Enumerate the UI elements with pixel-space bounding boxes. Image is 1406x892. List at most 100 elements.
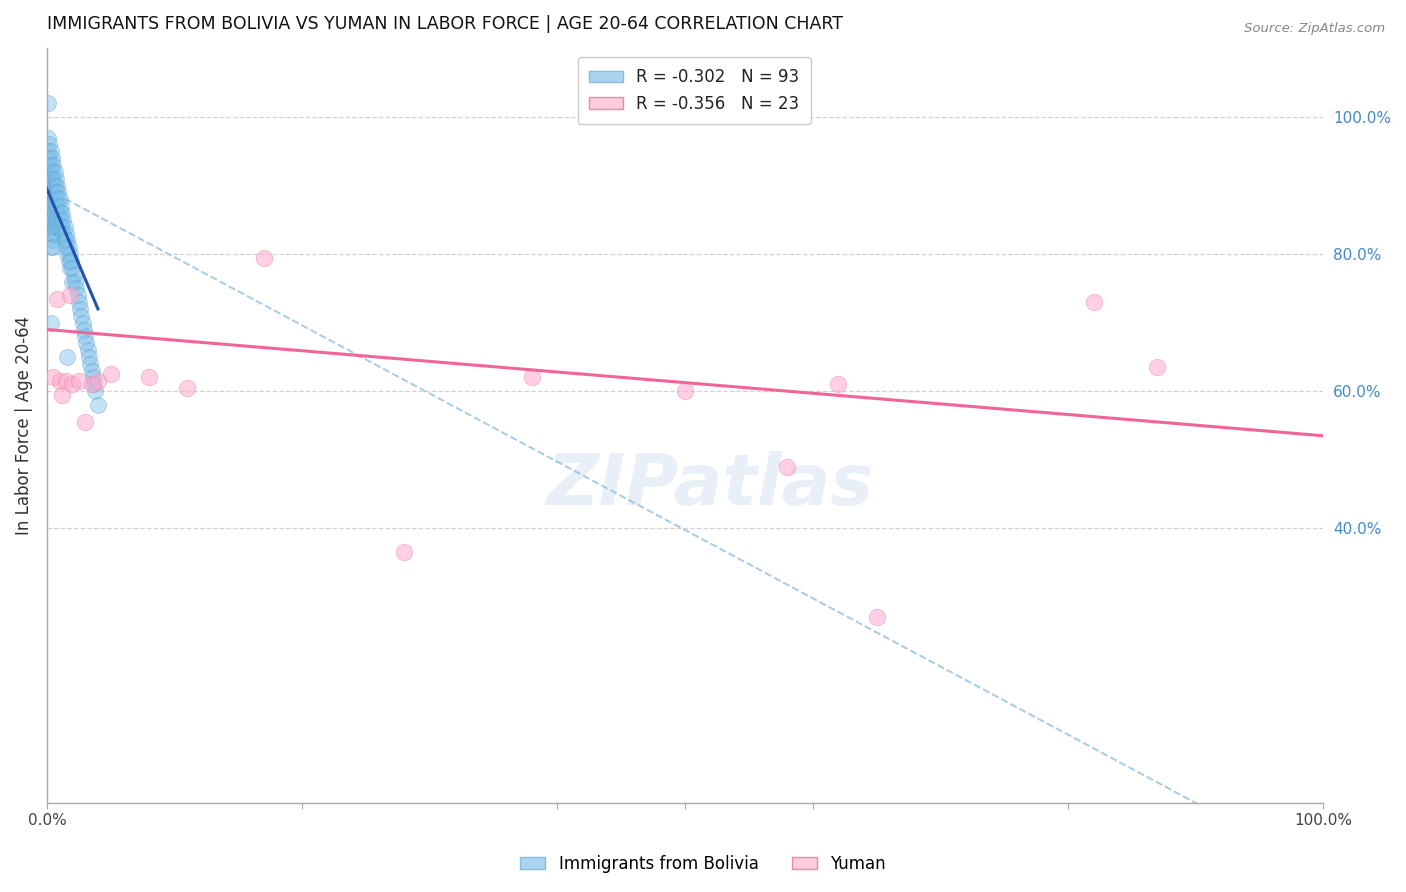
Point [41, 151, 63, 165]
Point [39, 186, 62, 200]
Point [53, 233, 76, 247]
Point [55, 227, 77, 241]
Point [394, 545, 416, 559]
Point [41, 178, 63, 193]
Point [37, 145, 59, 159]
Point [41, 206, 63, 220]
Point [59, 288, 82, 302]
Point [37, 171, 59, 186]
Point [60, 254, 83, 268]
Point [51, 387, 73, 401]
Point [69, 301, 91, 316]
Point [51, 219, 73, 234]
Point [62, 260, 84, 275]
Point [673, 384, 696, 399]
Point [55, 374, 77, 388]
Point [48, 219, 70, 234]
Point [79, 357, 101, 371]
Point [253, 251, 276, 265]
Point [53, 219, 76, 234]
Point [63, 275, 86, 289]
Point [39, 212, 62, 227]
Point [39, 316, 62, 330]
Point [49, 212, 72, 227]
Point [865, 610, 887, 624]
Point [41, 192, 63, 206]
Point [73, 322, 96, 336]
Point [52, 212, 75, 227]
Point [38, 151, 60, 165]
Point [87, 398, 110, 412]
Point [72, 316, 94, 330]
Point [44, 192, 66, 206]
Point [42, 370, 65, 384]
Point [77, 350, 100, 364]
Point [65, 281, 87, 295]
Point [100, 367, 122, 381]
Point [62, 268, 84, 282]
Point [48, 206, 70, 220]
Point [67, 295, 90, 310]
Point [56, 350, 79, 364]
Point [80, 364, 103, 378]
Point [42, 240, 65, 254]
Point [67, 374, 90, 388]
Point [45, 227, 67, 241]
Point [37, 158, 59, 172]
Point [80, 377, 103, 392]
Point [62, 377, 84, 392]
Point [42, 171, 65, 186]
Point [70, 309, 93, 323]
Point [48, 374, 70, 388]
Point [44, 219, 66, 234]
Point [138, 370, 160, 384]
Point [39, 240, 62, 254]
Point [51, 206, 73, 220]
Legend: R = -0.302   N = 93, R = -0.356   N = 23: R = -0.302 N = 93, R = -0.356 N = 23 [578, 57, 811, 125]
Point [44, 165, 66, 179]
Text: ZIPatlas: ZIPatlas [547, 451, 875, 520]
Point [62, 275, 84, 289]
Point [38, 137, 60, 152]
Point [45, 212, 67, 227]
Point [39, 227, 62, 241]
Point [59, 260, 82, 275]
Point [39, 145, 62, 159]
Point [42, 199, 65, 213]
Point [75, 415, 97, 429]
Point [39, 199, 62, 213]
Legend: Immigrants from Bolivia, Yuman: Immigrants from Bolivia, Yuman [513, 848, 893, 880]
Point [41, 165, 63, 179]
Point [37, 130, 59, 145]
Point [520, 370, 543, 384]
Point [87, 374, 110, 388]
Point [41, 219, 63, 234]
Point [38, 165, 60, 179]
Point [45, 186, 67, 200]
Point [59, 247, 82, 261]
Point [55, 240, 77, 254]
Point [39, 158, 62, 172]
Point [37, 96, 59, 111]
Point [42, 227, 65, 241]
Point [84, 384, 107, 399]
Point [46, 192, 69, 206]
Point [66, 288, 89, 302]
Point [58, 240, 80, 254]
Point [46, 178, 69, 193]
Point [48, 192, 70, 206]
Point [75, 336, 97, 351]
Point [44, 178, 66, 193]
Point [75, 329, 97, 343]
Y-axis label: In Labor Force | Age 20-64: In Labor Force | Age 20-64 [15, 316, 32, 535]
Text: Source: ZipAtlas.com: Source: ZipAtlas.com [1244, 22, 1385, 36]
Point [46, 219, 69, 234]
Point [42, 186, 65, 200]
Point [776, 459, 799, 474]
Point [827, 377, 849, 392]
Text: IMMIGRANTS FROM BOLIVIA VS YUMAN IN LABOR FORCE | AGE 20-64 CORRELATION CHART: IMMIGRANTS FROM BOLIVIA VS YUMAN IN LABO… [46, 15, 842, 33]
Point [41, 233, 63, 247]
Point [1146, 360, 1168, 375]
Point [38, 192, 60, 206]
Point [76, 343, 98, 357]
